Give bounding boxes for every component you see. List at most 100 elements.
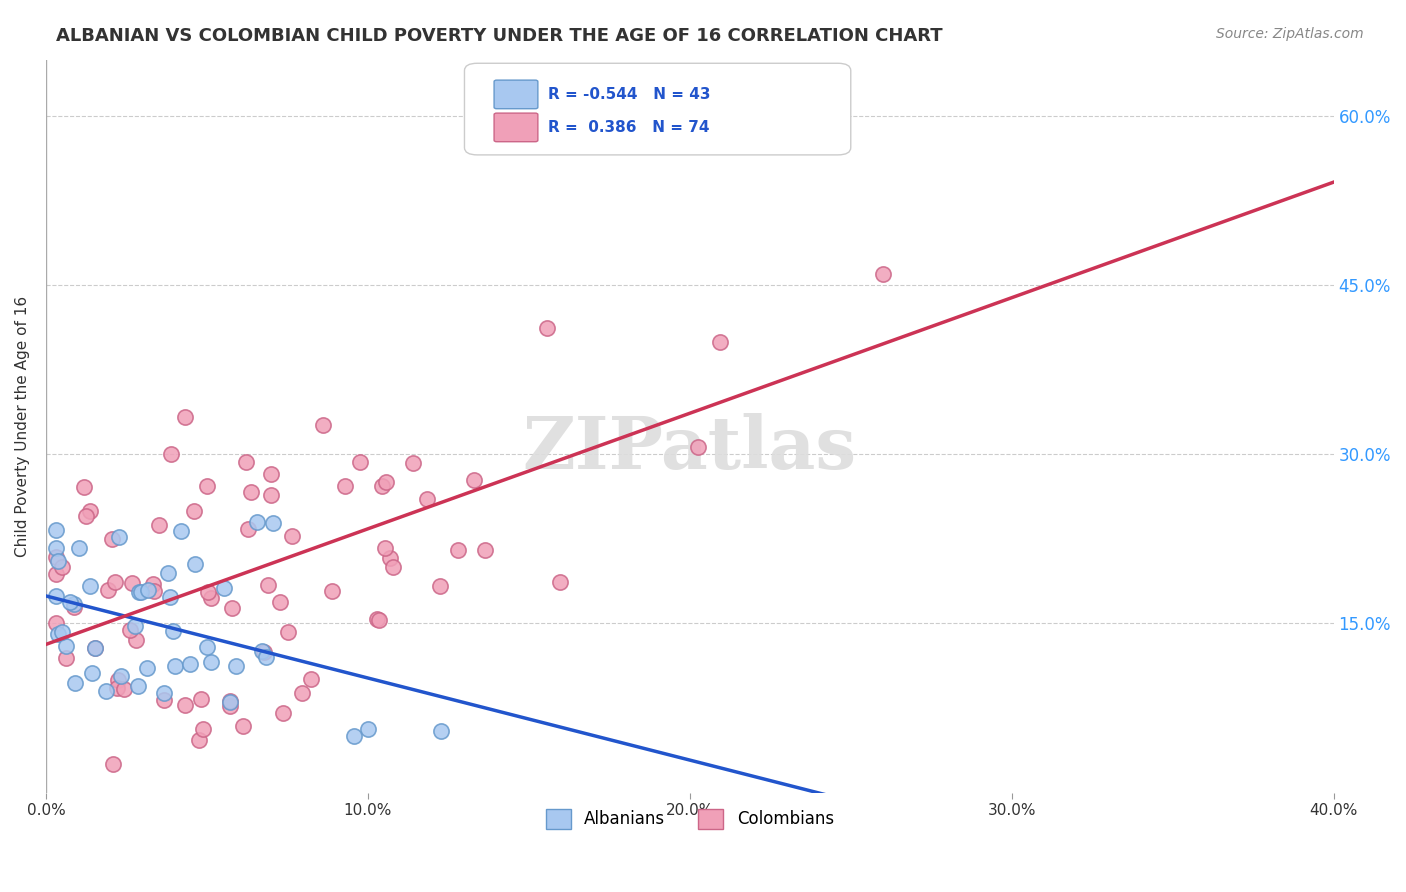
Point <box>165 658 187 673</box>
Point <box>536 320 558 334</box>
Point <box>240 484 263 499</box>
Point <box>128 585 150 599</box>
Text: R = -0.544   N = 43: R = -0.544 N = 43 <box>548 87 710 102</box>
Point <box>159 590 181 604</box>
Point <box>262 516 284 531</box>
Point <box>200 591 222 605</box>
Point <box>94 684 117 698</box>
Point <box>148 517 170 532</box>
Point <box>80 666 103 681</box>
Text: ALBANIAN VS COLOMBIAN CHILD POVERTY UNDER THE AGE OF 16 CORRELATION CHART: ALBANIAN VS COLOMBIAN CHILD POVERTY UNDE… <box>56 27 943 45</box>
FancyBboxPatch shape <box>494 80 538 109</box>
Point <box>184 557 207 571</box>
Point <box>485 137 508 152</box>
Point <box>548 574 571 589</box>
Point <box>197 585 219 599</box>
Point <box>371 479 394 493</box>
Point <box>79 579 101 593</box>
Point <box>191 723 214 737</box>
Point <box>108 530 131 544</box>
Point <box>63 675 86 690</box>
Point <box>299 673 322 687</box>
Point <box>218 693 240 707</box>
Point <box>253 645 276 659</box>
Point <box>200 655 222 669</box>
Point <box>187 732 209 747</box>
Point <box>212 582 235 596</box>
Point <box>402 456 425 470</box>
Point <box>463 474 485 488</box>
Point <box>45 523 67 537</box>
Text: Source: ZipAtlas.com: Source: ZipAtlas.com <box>1216 27 1364 41</box>
Point <box>45 549 67 564</box>
Point <box>73 481 96 495</box>
Point <box>46 554 69 568</box>
Point <box>103 757 125 772</box>
Point <box>382 560 405 574</box>
Point <box>55 639 77 653</box>
Point <box>380 550 402 565</box>
Point <box>183 504 205 518</box>
Point <box>260 467 283 481</box>
Point <box>157 566 180 580</box>
Point <box>872 267 894 281</box>
Point <box>250 644 273 658</box>
Point <box>366 612 388 626</box>
Point <box>101 532 124 546</box>
FancyBboxPatch shape <box>494 113 538 142</box>
Point <box>190 691 212 706</box>
Point <box>105 681 128 695</box>
Point <box>447 543 470 558</box>
Text: R =  0.386   N = 74: R = 0.386 N = 74 <box>548 120 710 135</box>
Point <box>125 633 148 648</box>
Point <box>349 455 371 469</box>
Point <box>321 584 343 599</box>
Point <box>257 577 280 591</box>
Text: ZIPatlas: ZIPatlas <box>523 413 856 483</box>
Point <box>46 627 69 641</box>
Point <box>197 640 219 654</box>
Point <box>219 695 242 709</box>
Point <box>110 669 132 683</box>
Point <box>136 583 159 598</box>
Point <box>51 625 73 640</box>
Point <box>429 724 451 739</box>
Point <box>45 541 67 556</box>
Point <box>291 686 314 700</box>
Point <box>374 541 396 555</box>
Point <box>55 651 77 665</box>
Point <box>84 641 107 656</box>
Point <box>269 595 291 609</box>
Point <box>162 624 184 638</box>
Point <box>83 640 105 655</box>
Point <box>235 455 257 469</box>
Point <box>127 679 149 693</box>
Point <box>104 575 127 590</box>
Point <box>281 529 304 543</box>
Point <box>153 693 176 707</box>
Point <box>142 576 165 591</box>
Point <box>195 479 218 493</box>
Point <box>246 516 269 530</box>
Point <box>254 650 277 665</box>
Point <box>173 410 195 425</box>
Point <box>218 698 240 713</box>
Point <box>367 613 389 627</box>
Point <box>232 718 254 732</box>
Point <box>474 543 496 558</box>
Point <box>107 673 129 687</box>
Point <box>236 522 259 536</box>
Point <box>709 335 731 350</box>
Point <box>118 623 141 637</box>
Point <box>124 619 146 633</box>
Point <box>260 488 283 502</box>
Point <box>142 583 165 598</box>
Point <box>75 509 97 524</box>
Point <box>271 706 294 721</box>
Point <box>225 659 247 673</box>
Point <box>63 599 86 614</box>
FancyBboxPatch shape <box>464 63 851 155</box>
Point <box>277 625 299 640</box>
Point <box>51 559 73 574</box>
Point <box>179 657 201 672</box>
